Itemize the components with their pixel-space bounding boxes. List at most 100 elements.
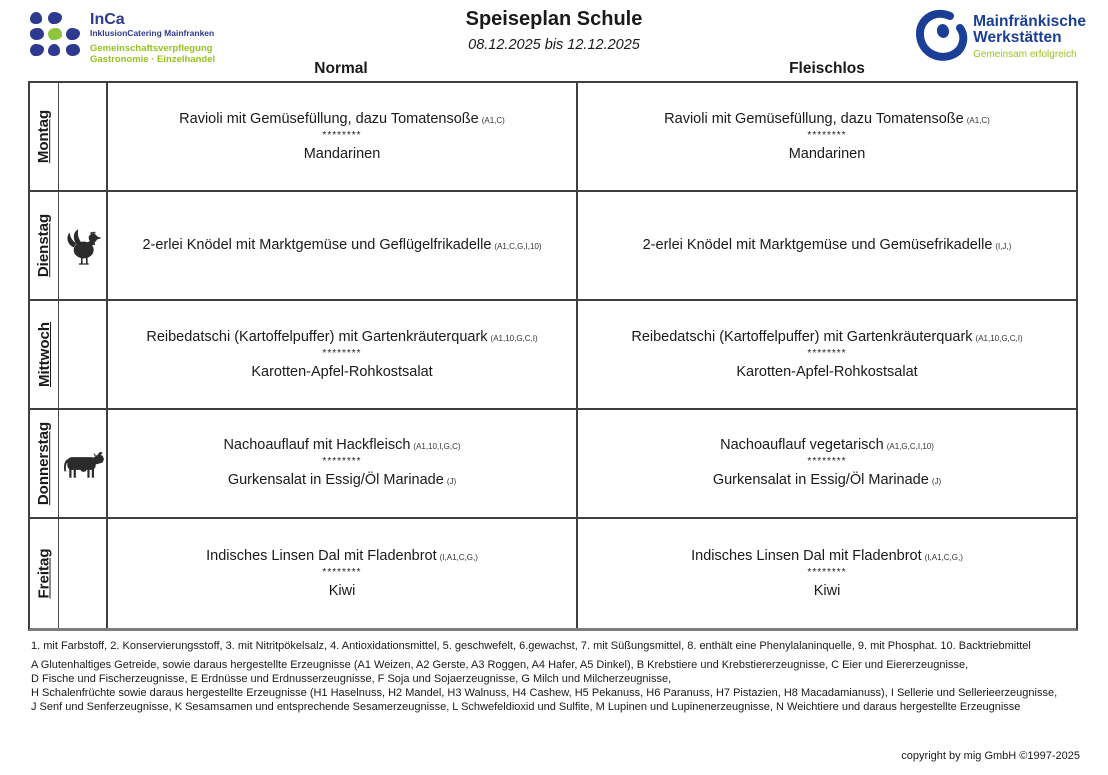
meal-cell-fleischlos: Reibedatschi (Kartoffelpuffer) mit Garte… [578, 301, 1076, 408]
day-cell: Donnerstag [30, 410, 59, 517]
logo-blob-green [48, 28, 62, 40]
mw-ring-icon [916, 9, 968, 61]
dish-name: Ravioli mit Gemüsefüllung, dazu Tomatens… [664, 110, 964, 127]
dish-name: Indisches Linsen Dal mit Fladenbrot [691, 547, 922, 564]
allergen-legend-line: J Senf und Senferzeugnisse, K Sesamsamen… [31, 701, 1021, 713]
title-block: Speiseplan Schule 08.12.2025 bis 12.12.2… [0, 8, 1108, 53]
day-cell: Freitag [30, 519, 59, 628]
day-icon-cell [59, 192, 108, 299]
table-row-montag: Montag Ravioli mit Gemüsefüllung, dazu T… [30, 83, 1076, 192]
course-separator: ******** [322, 129, 362, 141]
inca-logo-green-line2: Gastronomie · Einzelhandel [90, 54, 216, 65]
course-separator: ******** [322, 566, 362, 578]
meal-cell-normal: Reibedatschi (Kartoffelpuffer) mit Garte… [108, 301, 578, 408]
copyright-notice: copyright by mig GmbH ©1997-2025 [901, 750, 1080, 762]
day-label: Mittwoch [35, 322, 53, 387]
day-icon-cell [59, 83, 108, 190]
course-separator: ******** [322, 347, 362, 359]
course-separator: ******** [807, 456, 847, 467]
meal-cell-normal: 2-erlei Knödel mit Marktgemüse und Geflü… [108, 192, 578, 299]
mw-logo-line2: Werkstätten [973, 29, 1062, 46]
course-separator: ******** [322, 456, 362, 467]
side-dish-name: Karotten-Apfel-Rohkostsalat [736, 363, 918, 380]
inca-logo-name: InCa [90, 11, 125, 28]
menu-table: Montag Ravioli mit Gemüsefüllung, dazu T… [28, 81, 1078, 631]
logo-blob [30, 44, 44, 56]
course-separator: ******** [807, 347, 847, 359]
inca-logo-green-line1: Gemeinschaftsverpflegung [90, 43, 213, 54]
allergen-codes: (A1,C) [481, 115, 505, 125]
chicken-icon [66, 228, 102, 265]
meal-cell-normal: Ravioli mit Gemüsefüllung, dazu Tomatens… [108, 83, 578, 190]
dish-name: Ravioli mit Gemüsefüllung, dazu Tomatens… [179, 110, 479, 127]
course-separator: ******** [807, 566, 847, 578]
side-dish-name: Gurkensalat in Essig/Öl Marinade [712, 472, 929, 488]
additives-legend: 1. mit Farbstoff, 2. Konservierungsstoff… [31, 640, 1031, 652]
logo-blob [30, 28, 44, 40]
meal-cell-fleischlos: 2-erlei Knödel mit Marktgemüse und Gemüs… [578, 192, 1076, 299]
allergen-codes: (A1,C,G,I,10) [494, 241, 542, 251]
allergen-codes: (J) [931, 477, 942, 486]
logo-blob [66, 28, 80, 40]
logo-blob [48, 12, 62, 24]
dish-name: 2-erlei Knödel mit Marktgemüse und Geflü… [142, 236, 492, 253]
allergen-codes: (A1,10,G,C,I) [490, 333, 538, 343]
logo-blob [66, 44, 80, 56]
day-cell: Montag [30, 83, 59, 190]
meal-cell-fleischlos: Ravioli mit Gemüsefüllung, dazu Tomatens… [578, 83, 1076, 190]
column-header-normal: Normal [314, 60, 368, 77]
side-dish-name: Mandarinen [303, 145, 381, 162]
footnotes: 1. mit Farbstoff, 2. Konservierungsstoff… [31, 639, 1081, 714]
allergen-codes: (I,A1,C,G,) [439, 552, 478, 562]
day-label: Freitag [35, 548, 53, 599]
allergen-codes: (A1,10,I,G,C) [413, 442, 461, 451]
cow-icon [64, 451, 105, 478]
allergen-codes: (A1,10,G,C,I) [975, 333, 1023, 343]
mw-logo-line1: Mainfränkische [973, 13, 1086, 30]
table-row-dienstag: Dienstag 2-erlei Knödel mit Marktgemüse … [30, 192, 1076, 301]
logo-blob [48, 44, 60, 56]
side-dish-name: Karotten-Apfel-Rohkostsalat [251, 363, 433, 380]
day-icon-cell [59, 301, 108, 408]
column-header-fleischlos: Fleischlos [789, 60, 865, 77]
table-row-mittwoch: Mittwoch Reibedatschi (Kartoffelpuffer) … [30, 301, 1076, 410]
dish-name: Nachoauflauf mit Hackfleisch [223, 437, 411, 453]
meal-cell-normal: Indisches Linsen Dal mit Fladenbrot (I,A1… [108, 519, 578, 628]
inca-logo: InCa InklusionCatering Mainfranken Gemei… [30, 10, 215, 65]
table-row-freitag: Freitag Indisches Linsen Dal mit Fladenb… [30, 519, 1076, 628]
meal-cell-fleischlos: Nachoauflauf vegetarisch (A1,G,C,I,10) **… [578, 410, 1076, 517]
logo-blob [30, 12, 42, 24]
dish-name: Nachoauflauf vegetarisch [720, 437, 884, 453]
allergen-codes: (I,J,) [995, 241, 1012, 251]
day-label: Donnerstag [35, 421, 53, 506]
side-dish-name: Mandarinen [788, 145, 866, 162]
day-icon-cell [59, 519, 108, 628]
allergen-legend-line: H Schalenfrüchte sowie daraus hergestell… [31, 687, 1058, 699]
course-separator: ******** [807, 129, 847, 141]
allergen-codes: (A1,G,C,I,10) [886, 442, 934, 451]
side-dish-name: Gurkensalat in Essig/Öl Marinade [227, 472, 444, 488]
side-dish-name: Kiwi [328, 582, 356, 599]
day-cell: Mittwoch [30, 301, 59, 408]
allergen-codes: (I,A1,C,G,) [924, 552, 963, 562]
date-range: 08.12.2025 bis 12.12.2025 [468, 37, 640, 53]
meal-cell-normal: Nachoauflauf mit Hackfleisch (A1,10,I,G,C… [108, 410, 578, 517]
day-label: Dienstag [35, 213, 53, 278]
inca-logo-tagline: InklusionCatering Mainfranken [90, 28, 215, 38]
side-dish-name: Kiwi [813, 582, 841, 599]
day-cell: Dienstag [30, 192, 59, 299]
day-icon-cell [59, 410, 108, 517]
dish-name: Reibedatschi (Kartoffelpuffer) mit Garte… [631, 328, 973, 345]
table-row-donnerstag: Donnerstag Nachoauflauf mit Hackfleisch(… [30, 410, 1076, 519]
dish-name: Reibedatschi (Kartoffelpuffer) mit Garte… [146, 328, 488, 345]
inca-logo-icon [30, 10, 82, 65]
allergen-codes: (A1,C) [966, 115, 990, 125]
mw-logo-tagline: Gemeinsam erfolgreich [973, 49, 1077, 60]
meal-cell-fleischlos: Indisches Linsen Dal mit Fladenbrot (I,A1… [578, 519, 1076, 628]
dish-name: 2-erlei Knödel mit Marktgemüse und Gemüs… [642, 236, 993, 253]
page-title: Speiseplan Schule [465, 8, 643, 30]
mainfraenkische-werkstaetten-logo: Mainfränkische Werkstätten Gemeinsam erf… [916, 8, 1086, 64]
column-headers: Normal Fleischlos [28, 60, 1078, 78]
day-label: Montag [35, 109, 53, 164]
allergen-legend-line: A Glutenhaltiges Getreide, sowie daraus … [31, 659, 969, 671]
